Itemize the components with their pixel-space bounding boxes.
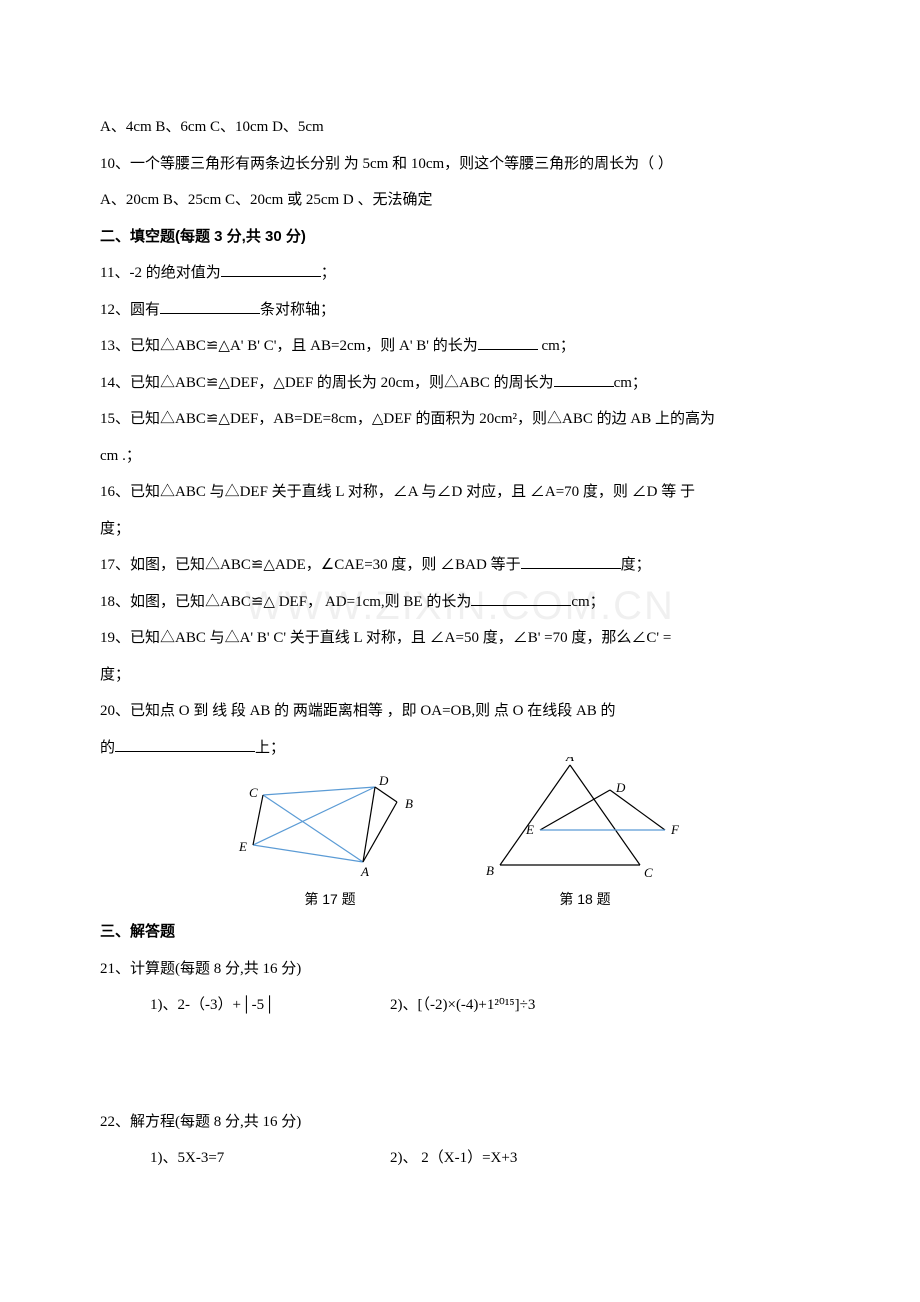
svg-text:A: A (360, 864, 369, 877)
q12: 12、圆有 条对称轴； (100, 293, 820, 328)
q21-items: 1)、2-（-3）+│-5│ 2)、[（-2)×(-4)+1²⁰¹⁵]÷3 (100, 988, 820, 1023)
figure-18: A D E F B C 第 18 题 (485, 757, 685, 915)
q22-items: 1)、5X-3=7 2)、 2（X-1）=X+3 (100, 1141, 820, 1176)
q13-text-a: 13、已知△ABC≌△A' B' C'，且 AB=2cm，则 A' B' 的长为 (100, 338, 478, 354)
q18: 18、如图，已知△ABC≌△ DEF， AD=1cm,则 BE 的长为 cm； (100, 585, 820, 620)
svg-text:B: B (486, 863, 494, 877)
section-2-title: 二、填空题(每题 3 分,共 30 分) (100, 220, 820, 255)
figure-17: C E A D B 第 17 题 (235, 767, 425, 915)
q13-blank (478, 335, 538, 350)
q21-item-1: 1)、2-（-3）+│-5│ (150, 988, 390, 1023)
q20-prefix: 的 (100, 740, 115, 756)
q14: 14、已知△ABC≌△DEF，△DEF 的周长为 20cm，则△ABC 的周长为… (100, 366, 820, 401)
q15-b: cm .； (100, 439, 820, 474)
svg-text:E: E (238, 839, 247, 854)
q12-blank (160, 299, 260, 314)
q13-text-b: cm； (538, 338, 575, 354)
q14-blank (554, 372, 614, 387)
q20-a: 20、已知点 O 到 线 段 AB 的 两端距离相等 ，即 OA=OB,则 点 … (100, 694, 820, 729)
q17-text-a: 17、如图，已知△ABC≌△ADE，∠CAE=30 度，则 ∠BAD 等于 (100, 557, 521, 573)
q21-item-2: 2)、[（-2)×(-4)+1²⁰¹⁵]÷3 (390, 988, 535, 1023)
svg-text:C: C (249, 785, 258, 800)
section-3-title: 三、解答题 (100, 915, 820, 950)
q10-text: 10、一个等腰三角形有两条边长分别 为 5cm 和 10cm，则这个等腰三角形的… (100, 147, 820, 182)
svg-text:F: F (670, 822, 680, 837)
q18-blank (471, 591, 571, 606)
q22-item-2: 2)、 2（X-1）=X+3 (390, 1141, 517, 1176)
svg-text:C: C (644, 865, 653, 877)
q18-text-a: 18、如图，已知△ABC≌△ DEF， AD=1cm,则 BE 的长为 (100, 594, 471, 610)
svg-text:D: D (378, 773, 389, 788)
q17-text-b: 度； (621, 557, 651, 573)
q16-a: 16、已知△ABC 与△DEF 关于直线 L 对称，∠A 与∠D 对应，且 ∠A… (100, 475, 820, 510)
q12-text-b: 条对称轴； (260, 302, 335, 318)
q21-title: 21、计算题(每题 8 分,共 16 分) (100, 952, 820, 987)
q18-text-b: cm； (571, 594, 604, 610)
q11: 11、-2 的绝对值为 ； (100, 256, 820, 291)
figure-18-svg: A D E F B C (485, 757, 685, 877)
q12-text-a: 12、圆有 (100, 302, 160, 318)
q17-blank (521, 554, 621, 569)
svg-text:A: A (565, 757, 574, 764)
spacer (100, 1025, 820, 1105)
q13: 13、已知△ABC≌△A' B' C'，且 AB=2cm，则 A' B' 的长为… (100, 329, 820, 364)
figure-17-label: 第 17 题 (235, 883, 425, 915)
q20-blank (115, 737, 255, 752)
q14-text-b: cm； (614, 375, 647, 391)
svg-text:B: B (405, 796, 413, 811)
q11-text-a: 11、-2 的绝对值为 (100, 265, 221, 281)
q11-text-b: ； (321, 265, 336, 281)
q22-title: 22、解方程(每题 8 分,共 16 分) (100, 1105, 820, 1140)
figure-17-svg: C E A D B (235, 767, 425, 877)
figures-row: C E A D B 第 17 题 A D E F B C 第 18 题 (100, 757, 820, 915)
q9-options: A、4cm B、6cm C、10cm D、5cm (100, 110, 820, 145)
q20-suffix: 上； (255, 740, 285, 756)
q16-b: 度； (100, 512, 820, 547)
svg-text:D: D (615, 780, 626, 795)
q15-a: 15、已知△ABC≌△DEF，AB=DE=8cm，△DEF 的面积为 20cm²… (100, 402, 820, 437)
q10-options: A、20cm B、25cm C、20cm 或 25cm D 、无法确定 (100, 183, 820, 218)
svg-text:E: E (525, 822, 534, 837)
figure-18-label: 第 18 题 (485, 883, 685, 915)
q22-item-1: 1)、5X-3=7 (150, 1141, 390, 1176)
q19-a: 19、已知△ABC 与△A' B' C' 关于直线 L 对称，且 ∠A=50 度… (100, 621, 820, 656)
q19-b: 度； (100, 658, 820, 693)
q17: 17、如图，已知△ABC≌△ADE，∠CAE=30 度，则 ∠BAD 等于 度； (100, 548, 820, 583)
q11-blank (221, 262, 321, 277)
q14-text-a: 14、已知△ABC≌△DEF，△DEF 的周长为 20cm，则△ABC 的周长为 (100, 375, 554, 391)
